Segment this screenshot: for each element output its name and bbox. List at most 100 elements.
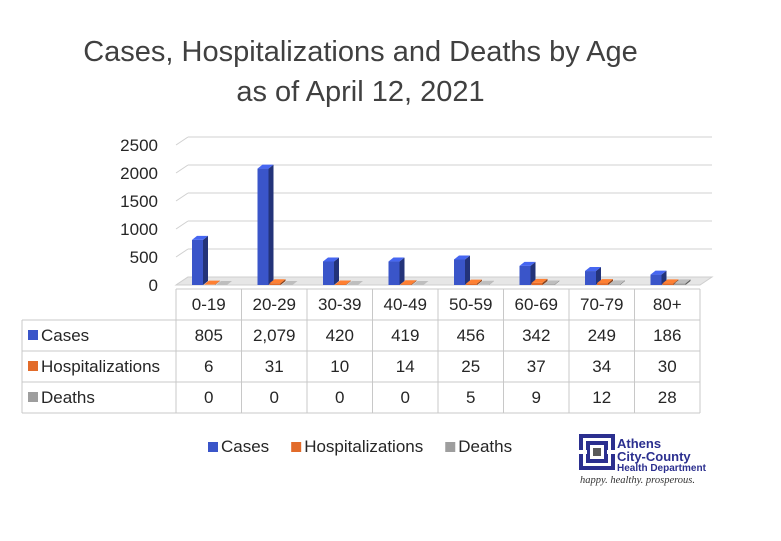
- bar-side: [411, 280, 417, 285]
- bar-side: [346, 280, 351, 285]
- bar-top: [597, 279, 613, 284]
- bar-top: [192, 235, 208, 240]
- data-label: 37: [527, 357, 546, 376]
- bar: [323, 261, 334, 285]
- bar: [650, 274, 662, 285]
- bar-side: [280, 279, 286, 285]
- y-tick-label: 500: [130, 248, 158, 267]
- logo-name: Athens City-County: [617, 437, 691, 463]
- data-label: 31: [265, 357, 284, 376]
- x-tick-label: 50-59: [449, 295, 492, 314]
- data-label: 0: [204, 388, 213, 407]
- y-tick-label: 0: [149, 276, 158, 295]
- data-label: 249: [588, 326, 616, 345]
- athens-logo-mark: [579, 434, 615, 470]
- data-label: 5: [466, 388, 475, 407]
- gridline-depth: [175, 164, 189, 174]
- data-label: 420: [326, 326, 354, 345]
- bar-top: [609, 280, 625, 285]
- bar-top: [519, 261, 536, 266]
- data-label: 12: [592, 388, 611, 407]
- x-tick-label: 30-39: [318, 295, 361, 314]
- legend-label: Cases: [221, 437, 269, 456]
- bar: [597, 283, 608, 285]
- bar-top: [281, 281, 298, 285]
- gridline-depth: [175, 248, 189, 258]
- data-label: 0: [335, 388, 344, 407]
- bar-top: [257, 164, 274, 169]
- bar-side: [334, 257, 339, 285]
- data-label: 25: [461, 357, 480, 376]
- bar-side: [477, 279, 482, 285]
- chart-title: Cases, Hospitalizations and Deaths by Ag…: [83, 36, 638, 68]
- table-legend-key: [28, 392, 38, 402]
- chart-subtitle: as of April 12, 2021: [236, 76, 485, 108]
- bar-top: [454, 255, 470, 260]
- bar-top: [347, 281, 363, 285]
- data-label: 30: [658, 357, 677, 376]
- table-series-name: Cases: [41, 326, 89, 345]
- legend-swatch: [208, 442, 218, 452]
- data-label: 805: [195, 326, 223, 345]
- bar: [519, 265, 531, 285]
- data-label: 2,079: [253, 326, 296, 345]
- bar-side: [620, 280, 625, 285]
- data-label: 9: [532, 388, 541, 407]
- x-tick-label: 70-79: [580, 295, 623, 314]
- bar-top: [412, 281, 429, 285]
- gridline-depth: [175, 192, 189, 202]
- bar-top: [216, 281, 232, 285]
- y-tick-label: 1000: [120, 220, 158, 239]
- bar: [335, 284, 346, 285]
- logo-name-line1: Athens: [617, 436, 662, 451]
- bar-side: [489, 280, 494, 285]
- bar: [609, 284, 620, 285]
- bar-side: [203, 235, 208, 285]
- legend-swatch: [445, 442, 456, 452]
- bar-top: [585, 267, 601, 272]
- table-series-name: Deaths: [41, 388, 95, 407]
- table-legend-key: [28, 330, 38, 340]
- x-tick-label: 40-49: [384, 295, 427, 314]
- bar-side: [542, 278, 548, 285]
- data-label: 6: [204, 357, 213, 376]
- data-label: 419: [391, 326, 419, 345]
- bar-side: [554, 280, 560, 285]
- bar: [466, 283, 477, 285]
- bar-side: [215, 280, 220, 285]
- x-tick-label: 0-19: [192, 295, 226, 314]
- data-label: 342: [522, 326, 550, 345]
- bar-side: [268, 164, 274, 285]
- bar-side: [465, 255, 470, 285]
- bar: [674, 283, 686, 285]
- bar-side: [608, 279, 613, 285]
- bar-top: [269, 279, 286, 284]
- bar-side: [685, 279, 691, 285]
- bar-top: [388, 257, 405, 262]
- table-series-name: Hospitalizations: [41, 357, 160, 376]
- bar-top: [466, 279, 482, 284]
- y-tick-label: 2000: [120, 164, 158, 183]
- bar: [585, 271, 596, 285]
- bar-side: [530, 261, 536, 285]
- y-tick-label: 1500: [120, 192, 158, 211]
- bar: [543, 284, 555, 285]
- bar-top: [204, 280, 220, 285]
- data-label: 186: [653, 326, 681, 345]
- data-label: 34: [592, 357, 611, 376]
- bar: [257, 168, 269, 285]
- x-tick-label: 20-29: [253, 295, 296, 314]
- gridline-depth: [175, 220, 189, 230]
- bar: [400, 284, 412, 285]
- bar: [662, 283, 674, 285]
- bar-top: [531, 278, 548, 283]
- logo-tagline: happy. healthy. prosperous.: [580, 475, 696, 486]
- legend-swatch: [291, 442, 302, 452]
- data-label: 0: [270, 388, 279, 407]
- legend-label: Hospitalizations: [304, 437, 423, 456]
- x-tick-label: 60-69: [515, 295, 558, 314]
- logo-name-line2: City-County: [617, 449, 691, 464]
- logo-department: Health Department: [617, 463, 706, 474]
- bar-top: [335, 280, 351, 285]
- data-label: 456: [457, 326, 485, 345]
